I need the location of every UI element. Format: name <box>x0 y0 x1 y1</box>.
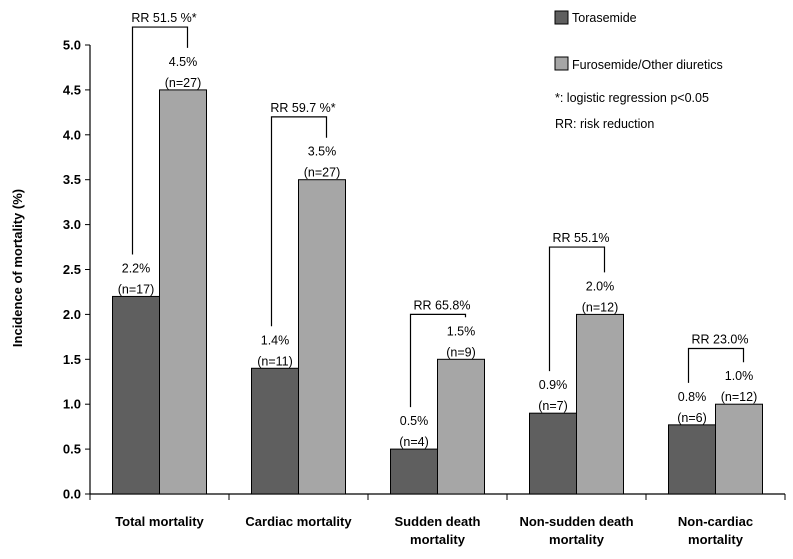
rr-label: RR 23.0% <box>692 333 749 347</box>
bar-torasemide <box>251 367 299 495</box>
rr-bracket <box>687 347 745 383</box>
bar-furosemide <box>159 89 207 495</box>
rr-bracket <box>131 26 189 255</box>
rr-label: RR 65.8% <box>414 298 471 312</box>
n-label: (n=12) <box>582 300 618 314</box>
rr-bracket <box>270 116 328 327</box>
rr-label: RR 59.7 %* <box>270 101 335 115</box>
n-label: (n=6) <box>677 411 707 425</box>
y-tick-label: 2.0 <box>63 307 81 322</box>
category-label: Non-cardiac <box>678 514 753 529</box>
pct-label: 0.5% <box>400 414 429 428</box>
y-tick-label: 4.5 <box>63 82 81 97</box>
y-tick-label: 2.5 <box>63 262 81 277</box>
category-label: Non-sudden death <box>519 514 633 529</box>
pct-label: 0.9% <box>539 378 568 392</box>
bars <box>112 89 763 495</box>
y-axis-title: Incidence of mortality (%) <box>10 189 25 347</box>
data-labels: (n=17) 2.2% (n=11) 1.4% (n=4) 0.5% (n=7) 0.9% (n… <box>118 55 757 449</box>
legend-swatch-furosemide <box>554 56 569 71</box>
y-tick-label: 5.0 <box>63 38 81 53</box>
legend-label-torasemide: Torasemide <box>572 11 637 25</box>
category-label: Cardiac mortality <box>245 514 352 529</box>
pct-label: 0.8% <box>678 390 707 404</box>
pct-label: 4.5% <box>169 55 198 69</box>
bar-furosemide <box>437 358 485 495</box>
rr-bracket <box>409 313 467 408</box>
y-tick-label: 4.0 <box>63 127 81 142</box>
n-label: (n=4) <box>399 435 429 449</box>
legend-label-furosemide: Furosemide/Other diuretics <box>572 58 723 72</box>
category-label: mortality <box>410 532 466 547</box>
rr-bracket <box>548 246 606 372</box>
y-tick-label: 0.0 <box>63 487 81 502</box>
y-tick-label: 3.5 <box>63 172 81 187</box>
pct-label: 1.0% <box>725 369 754 383</box>
n-label: (n=12) <box>721 390 757 404</box>
n-label: (n=17) <box>118 282 154 296</box>
pct-label: 1.5% <box>447 324 476 338</box>
n-label: (n=9) <box>446 345 476 359</box>
pct-label: 2.0% <box>586 279 615 293</box>
legend: Torasemide Furosemide/Other diuretics *:… <box>554 10 723 131</box>
y-tick-label: 1.5 <box>63 352 81 367</box>
n-label: (n=27) <box>165 76 201 90</box>
note-logistic-regression: *: logistic regression p<0.05 <box>555 91 709 105</box>
legend-swatch-torasemide <box>554 10 569 25</box>
rr-brackets: RR 51.5 %* RR 59.7 %* RR 65.8% RR 55.1% RR 2… <box>131 11 749 408</box>
category-label: mortality <box>688 532 744 547</box>
y-tick-label: 3.0 <box>63 217 81 232</box>
bar-torasemide <box>529 412 577 495</box>
pct-label: 2.2% <box>122 261 151 275</box>
bar-furosemide <box>715 403 763 495</box>
n-label: (n=27) <box>304 166 340 180</box>
bar-torasemide <box>668 424 716 495</box>
y-tick-label: 1.0 <box>63 397 81 412</box>
rr-label: RR 51.5 %* <box>131 11 196 25</box>
n-label: (n=11) <box>257 354 293 368</box>
category-label: Sudden death <box>395 514 481 529</box>
category-label: Total mortality <box>115 514 204 529</box>
bar-furosemide <box>576 313 624 495</box>
y-tick-label: 0.5 <box>63 442 81 457</box>
bar-torasemide <box>112 295 160 495</box>
axes: 0.0 0.5 1.0 1.5 2.0 2.5 3.0 3.5 4.0 4.5 5.0 Total m… <box>63 38 786 547</box>
pct-label: 1.4% <box>261 333 290 347</box>
bar-furosemide <box>298 179 346 495</box>
bar-torasemide <box>390 448 438 495</box>
n-label: (n=7) <box>538 399 568 413</box>
rr-label: RR 55.1% <box>553 231 610 245</box>
note-risk-reduction: RR: risk reduction <box>555 117 654 131</box>
pct-label: 3.5% <box>308 145 337 159</box>
category-label: mortality <box>549 532 605 547</box>
